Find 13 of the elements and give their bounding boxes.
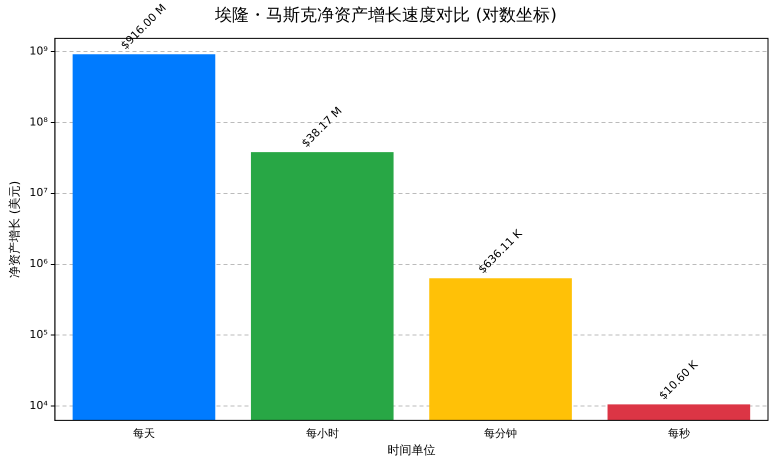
y-tick-label: 10⁴ <box>29 399 48 412</box>
x-axis-title: 时间单位 <box>387 442 436 457</box>
y-tick-label: 10⁵ <box>29 328 48 342</box>
x-tick-label: 每分钟 <box>484 426 518 440</box>
y-tick-label: 10⁷ <box>29 186 48 200</box>
x-tick-label: 每小时 <box>306 426 339 440</box>
y-tick-label: 10⁹ <box>29 44 48 58</box>
x-tick-label: 每秒 <box>668 426 690 440</box>
chart-title: 埃隆・马斯克净资产增长速度对比 (对数坐标) <box>214 6 557 26</box>
y-tick-label: 10⁸ <box>29 115 48 128</box>
y-axis-title: 净资产增长 (美元) <box>7 180 22 278</box>
x-tick-label: 每天 <box>132 426 155 440</box>
y-tick-label: 10⁶ <box>29 257 48 270</box>
